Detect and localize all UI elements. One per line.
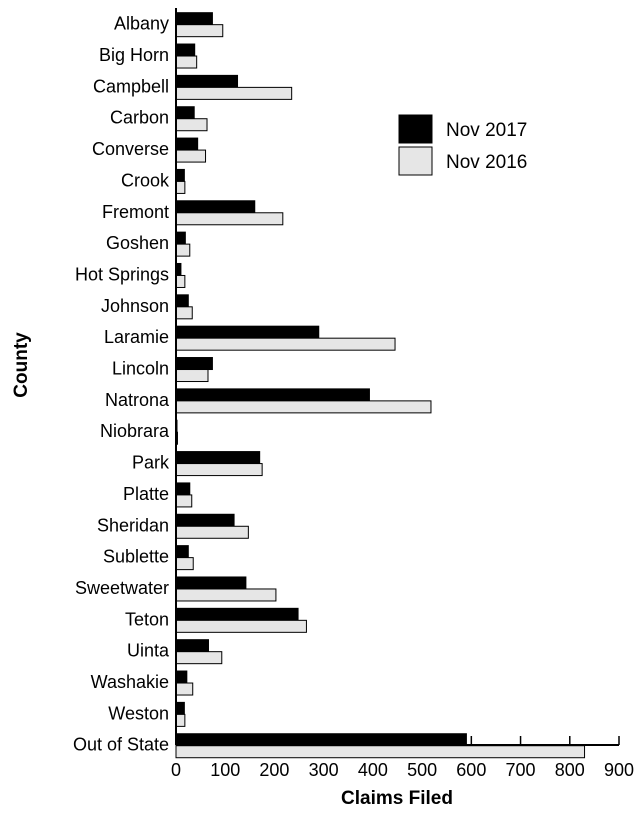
bar-nov-2016 <box>175 525 249 539</box>
category-label: Sheridan <box>97 515 169 535</box>
bar-nov-2016 <box>175 557 194 571</box>
axes <box>175 8 619 746</box>
x-tick-label: 900 <box>604 760 634 780</box>
bar-nov-2016 <box>175 55 198 69</box>
bar-nov-2017 <box>175 639 209 653</box>
category-label: Out of State <box>73 735 169 755</box>
bar-nov-2017 <box>175 106 195 120</box>
category-label: Lincoln <box>112 359 169 379</box>
category-label: Park <box>132 453 170 473</box>
bar-nov-2017 <box>175 482 191 496</box>
category-label: Fremont <box>102 202 169 222</box>
legend: Nov 2017 Nov 2016 <box>398 114 527 176</box>
x-tick-label: 100 <box>210 760 240 780</box>
category-label: Hot Springs <box>75 264 169 284</box>
category-label: Sublette <box>103 547 169 567</box>
category-label: Johnson <box>101 296 169 316</box>
bar-nov-2017 <box>175 607 299 621</box>
bar-nov-2016 <box>175 86 293 100</box>
bar-nov-2016 <box>175 682 194 696</box>
bar-nov-2016 <box>175 713 186 727</box>
bar-nov-2017 <box>175 12 213 26</box>
bar-nov-2017 <box>175 388 370 402</box>
bar-nov-2017 <box>175 74 239 88</box>
category-label: Platte <box>123 484 169 504</box>
bar-nov-2016 <box>175 745 586 759</box>
bar-nov-2017 <box>175 325 320 339</box>
bar-nov-2017 <box>175 231 186 245</box>
x-tick-label: 200 <box>259 760 289 780</box>
category-labels: Albany Big Horn Campbell Carbon Converse Croo… <box>73 14 170 755</box>
bar-nov-2016 <box>175 463 263 477</box>
legend-label: Nov 2016 <box>446 152 527 173</box>
bar-nov-2017 <box>175 357 213 371</box>
x-tick-label: 300 <box>309 760 339 780</box>
bar-nov-2016 <box>175 337 396 351</box>
bar-nov-2017 <box>175 294 189 308</box>
category-label: Washakie <box>91 672 169 692</box>
bar-nov-2017 <box>175 200 256 214</box>
bar-nov-2016 <box>175 369 209 383</box>
category-label: Big Horn <box>99 45 169 65</box>
category-label: Teton <box>125 609 169 629</box>
bar-nov-2017 <box>175 701 185 715</box>
x-ticks: 0 100 200 300 400 500 600 700 800 900 <box>171 736 634 780</box>
bar-nov-2017 <box>175 168 185 182</box>
bar-nov-2017 <box>175 545 189 559</box>
legend-label: Nov 2017 <box>446 120 527 141</box>
bar-nov-2016 <box>175 651 223 665</box>
bar-nov-2016 <box>175 149 207 163</box>
category-label: Uinta <box>127 641 170 661</box>
x-tick-label: 700 <box>506 760 536 780</box>
y-axis-title: County <box>11 332 32 398</box>
bar-nov-2016 <box>175 243 191 257</box>
bar-nov-2017 <box>175 137 199 151</box>
bar-nov-2016 <box>175 180 186 194</box>
x-axis-title: Claims Filed <box>341 788 453 809</box>
legend-swatch <box>398 146 433 176</box>
category-label: Goshen <box>106 233 169 253</box>
category-label: Weston <box>108 703 169 723</box>
category-label: Campbell <box>93 76 169 96</box>
x-tick-label: 500 <box>407 760 437 780</box>
category-label: Albany <box>114 14 169 34</box>
bar-nov-2016 <box>175 274 186 288</box>
category-label: Sweetwater <box>75 578 169 598</box>
category-label: Carbon <box>110 108 169 128</box>
bar-nov-2016 <box>175 400 432 414</box>
bar-nov-2017 <box>175 513 235 527</box>
bar-nov-2016 <box>175 212 284 226</box>
legend-swatch <box>398 114 433 144</box>
bar-nov-2017 <box>175 576 247 590</box>
x-tick-label: 400 <box>358 760 388 780</box>
bar-nov-2016 <box>175 619 307 633</box>
bar-nov-2016 <box>175 118 208 132</box>
bar-nov-2016 <box>175 306 193 320</box>
bar-nov-2017 <box>175 43 196 57</box>
bar-nov-2016 <box>175 588 277 602</box>
category-label: Laramie <box>104 327 169 347</box>
category-label: Natrona <box>105 390 170 410</box>
x-tick-label: 600 <box>456 760 486 780</box>
bar-nov-2017 <box>175 670 188 684</box>
category-label: Crook <box>121 170 170 190</box>
bar-nov-2017 <box>175 451 261 465</box>
x-tick-label: 0 <box>171 760 181 780</box>
category-label: Niobrara <box>100 421 170 441</box>
x-tick-label: 800 <box>555 760 585 780</box>
bar-nov-2016 <box>175 494 193 508</box>
category-label: Converse <box>92 139 169 159</box>
bar-nov-2016 <box>175 24 224 38</box>
